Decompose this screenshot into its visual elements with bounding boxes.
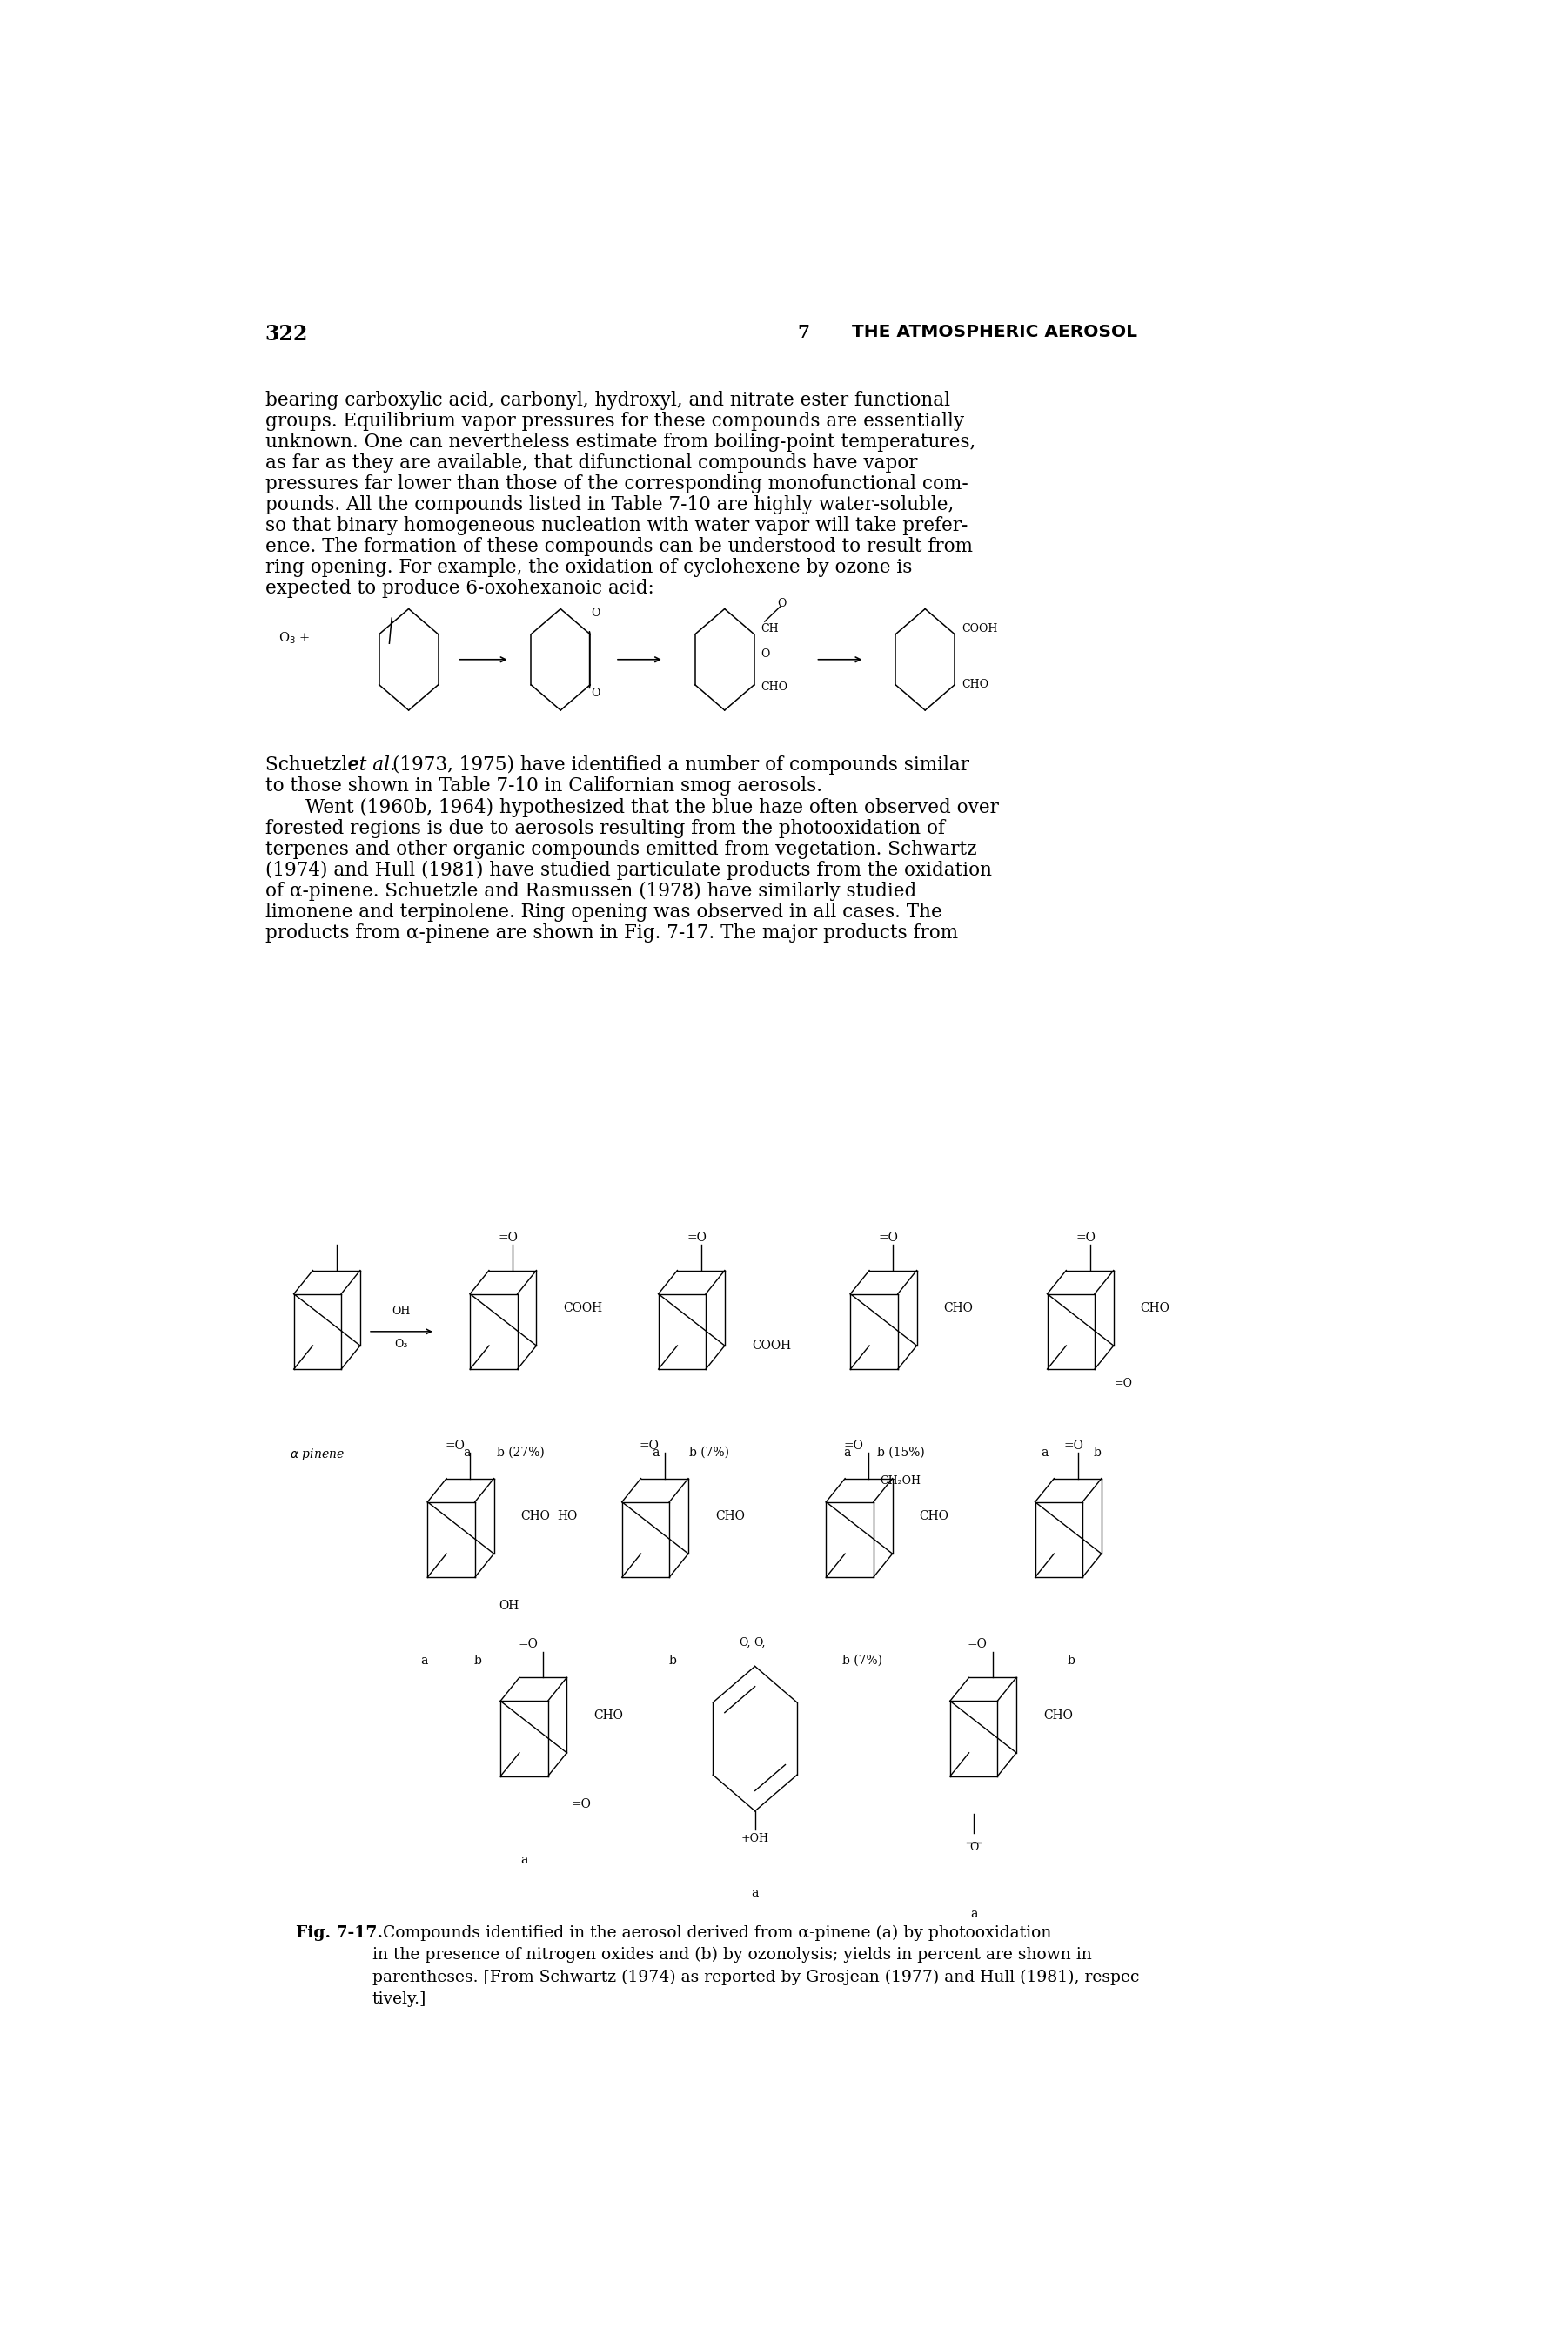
Text: b (27%): b (27%) [497, 1448, 544, 1459]
Text: CHO: CHO [961, 679, 988, 691]
Text: b (7%): b (7%) [842, 1654, 881, 1666]
Text: THE ATMOSPHERIC AEROSOL: THE ATMOSPHERIC AEROSOL [853, 324, 1138, 341]
Text: =O: =O [445, 1441, 464, 1452]
Text: =O: =O [967, 1638, 988, 1650]
Text: so that binary homogeneous nucleation with water vapor will take prefer-: so that binary homogeneous nucleation wi… [265, 517, 967, 536]
Text: ring opening. For example, the oxidation of cyclohexene by ozone is: ring opening. For example, the oxidation… [265, 557, 913, 578]
Text: O,: O, [740, 1638, 751, 1647]
Text: =O: =O [640, 1441, 659, 1452]
Text: O: O [591, 686, 599, 698]
Text: a: a [844, 1448, 851, 1459]
Text: ence. The formation of these compounds can be understood to result from: ence. The formation of these compounds c… [265, 538, 972, 557]
Text: a: a [464, 1448, 470, 1459]
Text: COOH: COOH [563, 1302, 602, 1314]
Text: CHO: CHO [1140, 1302, 1170, 1314]
Text: =O: =O [1063, 1441, 1083, 1452]
Text: as far as they are available, that difunctional compounds have vapor: as far as they are available, that difun… [265, 454, 917, 472]
Text: O$_3$ +: O$_3$ + [279, 630, 310, 646]
Text: a: a [751, 1887, 759, 1899]
Text: 7: 7 [798, 324, 809, 341]
Text: =O: =O [499, 1231, 519, 1243]
Text: O: O [591, 609, 599, 620]
Text: CHO: CHO [521, 1511, 550, 1523]
Text: of α-pinene. Schuetzle and Rasmussen (1978) have similarly studied: of α-pinene. Schuetzle and Rasmussen (19… [265, 881, 916, 902]
Text: b: b [1068, 1654, 1074, 1666]
Text: unknown. One can nevertheless estimate from boiling-point temperatures,: unknown. One can nevertheless estimate f… [265, 432, 975, 451]
Text: $\alpha$-pinene: $\alpha$-pinene [290, 1448, 345, 1462]
Text: et al.: et al. [348, 754, 395, 776]
Text: OH: OH [392, 1307, 411, 1316]
Text: a: a [521, 1854, 528, 1866]
Text: COOH: COOH [961, 623, 997, 634]
Text: a: a [420, 1654, 428, 1666]
Text: groups. Equilibrium vapor pressures for these compounds are essentially: groups. Equilibrium vapor pressures for … [265, 411, 964, 430]
Text: O: O [969, 1842, 978, 1854]
Text: CHO: CHO [760, 682, 789, 693]
Text: b (15%): b (15%) [877, 1448, 925, 1459]
Text: =O: =O [517, 1638, 538, 1650]
Text: to those shown in Table 7-10 in Californian smog aerosols.: to those shown in Table 7-10 in Californ… [265, 776, 822, 797]
Text: =O: =O [1076, 1231, 1096, 1243]
Text: CHO: CHO [715, 1511, 745, 1523]
Text: bearing carboxylic acid, carbonyl, hydroxyl, and nitrate ester functional: bearing carboxylic acid, carbonyl, hydro… [265, 390, 950, 409]
Text: CH: CH [760, 623, 779, 634]
Text: terpenes and other organic compounds emitted from vegetation. Schwartz: terpenes and other organic compounds emi… [265, 841, 977, 860]
Text: Compounds identified in the aerosol derived from α-pinene (a) by photooxidation
: Compounds identified in the aerosol deri… [372, 1925, 1145, 2007]
Text: CHO: CHO [919, 1511, 949, 1523]
Text: =O: =O [1115, 1377, 1134, 1389]
Text: a: a [652, 1448, 659, 1459]
Text: Schuetzle: Schuetzle [265, 754, 364, 776]
Text: (1973, 1975) have identified a number of compounds similar: (1973, 1975) have identified a number of… [394, 754, 969, 776]
Text: Fig. 7-17.: Fig. 7-17. [296, 1925, 383, 1941]
Text: a: a [971, 1908, 977, 1920]
Text: expected to produce 6-oxohexanoic acid:: expected to produce 6-oxohexanoic acid: [265, 578, 654, 597]
Text: pounds. All the compounds listed in Table 7-10 are highly water-soluble,: pounds. All the compounds listed in Tabl… [265, 496, 953, 515]
Text: b (7%): b (7%) [688, 1448, 729, 1459]
Text: =O: =O [571, 1798, 591, 1810]
Text: b: b [668, 1654, 676, 1666]
Text: OH: OH [499, 1600, 519, 1612]
Text: COOH: COOH [751, 1339, 790, 1351]
Text: =O: =O [844, 1441, 864, 1452]
Text: CH₂OH: CH₂OH [880, 1476, 922, 1488]
Text: O: O [760, 649, 770, 660]
Text: HO: HO [557, 1511, 577, 1523]
Text: =O: =O [687, 1231, 707, 1243]
Text: CHO: CHO [594, 1708, 622, 1720]
Text: (1974) and Hull (1981) have studied particulate products from the oxidation: (1974) and Hull (1981) have studied part… [265, 860, 993, 881]
Text: =O: =O [878, 1231, 898, 1243]
Text: forested regions is due to aerosols resulting from the photooxidation of: forested regions is due to aerosols resu… [265, 820, 946, 839]
Text: b: b [474, 1654, 481, 1666]
Text: CHO: CHO [1043, 1708, 1073, 1720]
Text: a: a [1041, 1448, 1047, 1459]
Text: CHO: CHO [944, 1302, 974, 1314]
Text: Went (1960b, 1964) hypothesized that the blue haze often observed over: Went (1960b, 1964) hypothesized that the… [306, 799, 999, 818]
Text: O: O [776, 599, 786, 609]
Text: +OH: +OH [742, 1833, 768, 1845]
Text: pressures far lower than those of the corresponding monofunctional com-: pressures far lower than those of the co… [265, 475, 967, 494]
Text: b: b [1094, 1448, 1102, 1459]
Text: 322: 322 [265, 324, 309, 345]
Text: limonene and terpinolene. Ring opening was observed in all cases. The: limonene and terpinolene. Ring opening w… [265, 902, 942, 921]
Text: O₃: O₃ [395, 1339, 408, 1349]
Text: products from α-pinene are shown in Fig. 7-17. The major products from: products from α-pinene are shown in Fig.… [265, 924, 958, 942]
Text: O,: O, [754, 1638, 765, 1647]
